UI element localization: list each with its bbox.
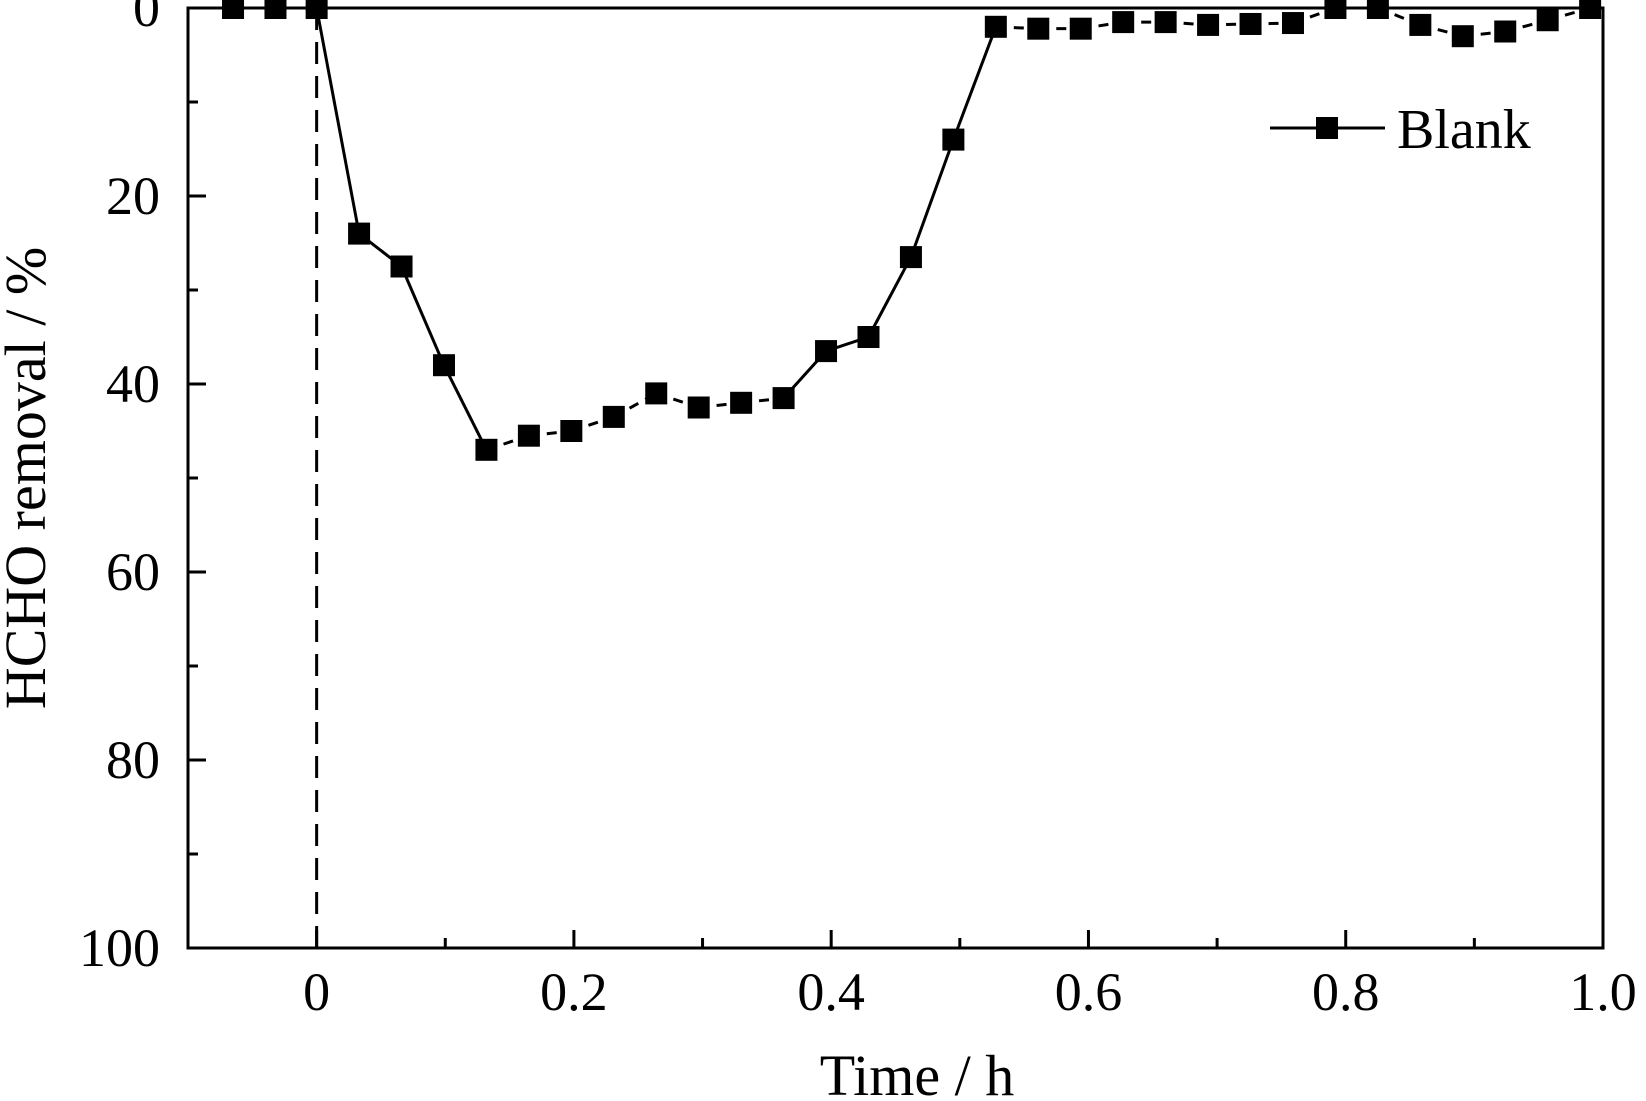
y-tick-label: 60 (106, 542, 160, 602)
data-point (264, 0, 287, 19)
data-point (305, 0, 328, 19)
data-point (1366, 0, 1389, 19)
data-point (1536, 9, 1559, 32)
legend-marker (1316, 117, 1338, 139)
x-tick-label: 0.2 (540, 962, 608, 1022)
y-axis-label: HCHO removal / % (0, 247, 58, 709)
series-line-segment (951, 26, 998, 141)
x-tick-label: 0 (303, 962, 330, 1022)
data-point (1069, 17, 1092, 40)
data-point (475, 438, 498, 461)
data-point (730, 391, 753, 414)
x-tick-label: 1.0 (1569, 962, 1637, 1022)
series-lines (233, 6, 1591, 452)
x-axis-ticks: 0 0.2 0.4 0.6 0.8 1.0 (186, 930, 1637, 1022)
series-line-segment (400, 265, 446, 366)
series-line-segment (442, 364, 488, 451)
x-tick-label: 0.6 (1055, 962, 1123, 1022)
data-point (1197, 13, 1220, 36)
data-point (772, 387, 795, 410)
x-tick-label: 0.4 (797, 962, 865, 1022)
data-point (1579, 0, 1602, 19)
data-point (348, 222, 371, 245)
data-point (560, 420, 583, 442)
legend: Blank (1270, 99, 1531, 161)
data-point (645, 382, 668, 405)
data-point (1324, 0, 1347, 19)
x-tick-label: 0.8 (1312, 962, 1380, 1022)
plot-frame (186, 6, 1605, 950)
data-point (857, 326, 880, 348)
data-point (222, 0, 245, 19)
series-line-segment (315, 7, 361, 234)
y-tick-label: 0 (133, 0, 160, 38)
data-point (1451, 25, 1474, 48)
data-point (1154, 11, 1177, 34)
series-points (222, 0, 1602, 461)
data-point (432, 354, 455, 377)
data-point (1112, 11, 1135, 34)
data-point (899, 246, 922, 269)
data-point (390, 255, 413, 278)
data-point (1409, 13, 1432, 36)
x-axis-label: Time / h (820, 1043, 1014, 1101)
data-point (602, 405, 625, 428)
data-point (687, 396, 710, 419)
y-tick-label: 40 (106, 354, 160, 414)
data-point (517, 424, 540, 447)
series-line-segment (867, 256, 913, 338)
y-tick-label: 100 (79, 918, 160, 978)
legend-label: Blank (1397, 99, 1531, 161)
y-axis-ticks: 0 20 40 60 80 100 (79, 0, 206, 978)
y-tick-label: 20 (106, 166, 160, 226)
data-point (815, 340, 838, 363)
data-point (984, 15, 1007, 38)
y-tick-label: 80 (106, 730, 160, 790)
data-point (1494, 20, 1517, 43)
data-point (1027, 17, 1050, 40)
series-line-segment (909, 139, 955, 258)
data-point (942, 128, 965, 151)
data-point (1239, 12, 1262, 35)
data-point (1281, 12, 1304, 35)
